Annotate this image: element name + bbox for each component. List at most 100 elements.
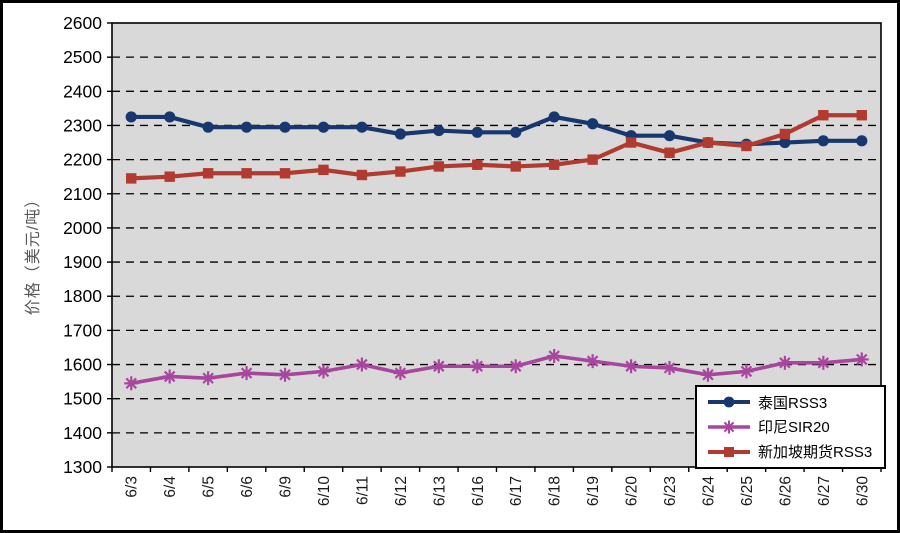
series-2 [126,110,867,184]
marker-square [741,140,752,152]
marker-circle [279,121,291,133]
legend-label-indonesia-sir20: 印尼SIR20 [758,419,830,437]
series-line-2 [131,113,862,181]
marker-asterisk [279,369,291,381]
series-1 [124,349,869,391]
marker-circle [817,135,829,147]
y-tick-label: 2200 [63,150,102,170]
marker-square [472,159,483,170]
x-tick-label-6-16: 6/16 [470,476,487,506]
marker-circle [394,128,406,140]
marker-square [587,154,598,165]
y-tick-label: 2000 [63,218,102,238]
marker-square [856,110,867,121]
y-tick-label: 2300 [63,115,102,135]
y-tick-label: 2400 [63,81,102,101]
legend-item-singapore-futures-rss3: 新加坡期货RSS3 [707,441,876,462]
y-tick-label: 1900 [63,252,102,272]
marker-circle [510,126,522,138]
legend-marker-indonesia-sir20 [708,420,750,434]
legend-label-singapore-futures-rss3: 新加坡期货RSS3 [758,444,873,462]
x-tick-label-6-10: 6/10 [316,476,333,507]
y-tick-label: 2500 [63,47,102,67]
marker-asterisk [202,372,214,384]
marker-circle [317,121,330,133]
x-tick-label-6-20: 6/20 [624,476,641,507]
marker-asterisk [240,367,253,379]
legend-item-thailand-rss3: 泰国RSS3 [707,392,876,413]
x-tick-label-6-27: 6/27 [816,476,833,506]
marker-square [510,161,521,172]
x-tick-label-6-17: 6/17 [508,476,525,506]
marker-circle [164,111,176,123]
y-axis-title: 价格（美元/吨） [25,190,42,316]
x-tick-label-6-9: 6/9 [278,476,295,498]
y-tick-label: 1400 [63,423,102,443]
y-tick-label: 1500 [63,389,102,409]
marker-asterisk [779,357,791,369]
marker-square [664,147,675,158]
x-tick-label-6-19: 6/19 [585,476,602,506]
y-tick-label: 2600 [63,13,102,33]
marker-asterisk [433,360,445,372]
marker-circle [663,130,676,142]
x-tick-label-6-25: 6/25 [739,476,756,506]
y-tick-label: 2100 [63,184,102,204]
marker-square [548,159,560,170]
marker-circle [856,135,868,147]
marker-square [241,168,252,179]
price-line-chart: 1300 1400 1500 1600 1700 1800 1900 2000 2100 2200… [63,13,882,507]
y-tick-label: 1800 [63,286,102,306]
marker-circle [240,121,253,133]
marker-asterisk [817,357,830,369]
x-tick-label-6-6: 6/6 [239,476,256,498]
x-tick-label-6-18: 6/18 [547,476,564,506]
x-tick-label-6-5: 6/5 [201,476,218,498]
marker-asterisk [317,365,330,378]
marker-square [433,161,445,172]
legend: 泰国RSS3 印尼SIR20 新加坡期货RSS3 [695,385,886,469]
marker-asterisk [509,360,522,372]
legend-marker-thailand-rss3 [708,396,750,408]
y-tick-label: 1700 [63,320,102,340]
marker-asterisk [125,377,137,390]
marker-asterisk [586,355,599,367]
marker-circle [202,121,214,133]
marker-asterisk [163,370,176,383]
marker-circle [779,136,791,149]
marker-square [779,128,791,140]
marker-square [126,173,137,184]
marker-circle [471,126,483,138]
marker-square [164,171,175,182]
marker-square [279,168,291,179]
marker-square [625,137,637,148]
y-tick-label: 1300 [63,457,102,477]
marker-square [318,164,329,176]
marker-asterisk [394,367,407,379]
marker-asterisk [663,362,676,374]
marker-asterisk [625,360,637,372]
legend-marker-singapore-futures-rss3 [708,446,750,457]
legend-label-thailand-rss3: 泰国RSS3 [758,394,828,412]
x-tick-label-6-4: 6/4 [162,476,179,498]
marker-square [818,110,829,121]
marker-asterisk [548,350,560,362]
marker-circle [125,111,137,123]
marker-asterisk [356,358,368,371]
marker-square [356,169,368,181]
marker-asterisk [702,369,714,381]
x-tick-label-6-12: 6/12 [393,476,410,506]
marker-asterisk [856,353,868,366]
marker-asterisk [740,365,753,378]
marker-square [202,168,214,179]
marker-circle [587,118,599,130]
marker-circle [433,124,445,137]
legend-item-indonesia-sir20: 印尼SIR20 [707,416,876,437]
x-tick-label-6-30: 6/30 [854,476,871,507]
marker-circle [548,111,560,123]
marker-asterisk [471,360,484,372]
y-tick-label: 1600 [63,355,102,375]
marker-circle [356,121,368,133]
x-tick-label-6-23: 6/23 [662,476,679,506]
